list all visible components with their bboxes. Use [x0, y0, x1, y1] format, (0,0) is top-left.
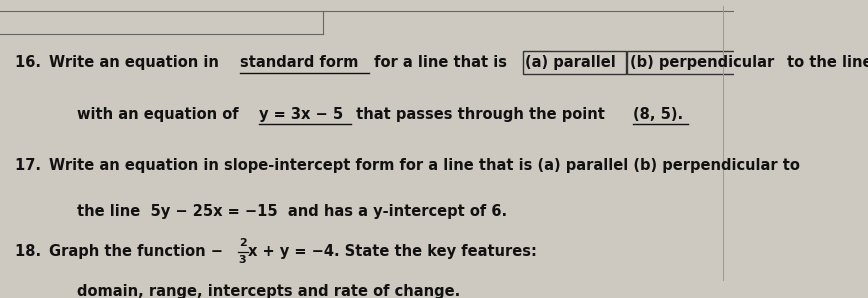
Text: (b) perpendicular: (b) perpendicular [629, 55, 773, 70]
Bar [523, 52, 626, 74]
Text: with an equation of: with an equation of [77, 107, 244, 122]
Text: the line  5y − 25x = −15  and has a y-intercept of 6.: the line 5y − 25x = −15 and has a y-inte… [77, 204, 507, 219]
Text: (8, 5).: (8, 5). [634, 107, 683, 122]
Text: x + y = −4. State the key features:: x + y = −4. State the key features: [248, 244, 536, 259]
Text: 18.: 18. [15, 244, 46, 259]
Text: 3: 3 [239, 255, 247, 265]
Bar [628, 52, 789, 74]
Text: to the line: to the line [787, 55, 868, 70]
Text: 17.: 17. [15, 158, 46, 173]
Text: (a) parallel: (a) parallel [525, 55, 615, 70]
Text: for a line that is: for a line that is [369, 55, 512, 70]
Text: 16.: 16. [15, 55, 46, 70]
Text: that passes through the point: that passes through the point [351, 107, 610, 122]
Text: Graph the function −: Graph the function − [49, 244, 223, 259]
Text: standard form: standard form [240, 55, 358, 70]
Text: domain, range, intercepts and rate of change.: domain, range, intercepts and rate of ch… [77, 284, 460, 298]
Text: Write an equation in: Write an equation in [49, 55, 224, 70]
Text: 2: 2 [239, 238, 247, 248]
Text: y = 3x − 5: y = 3x − 5 [259, 107, 343, 122]
Text: Write an equation in slope-intercept form for a line that is (a) parallel (b) pe: Write an equation in slope-intercept for… [49, 158, 799, 173]
